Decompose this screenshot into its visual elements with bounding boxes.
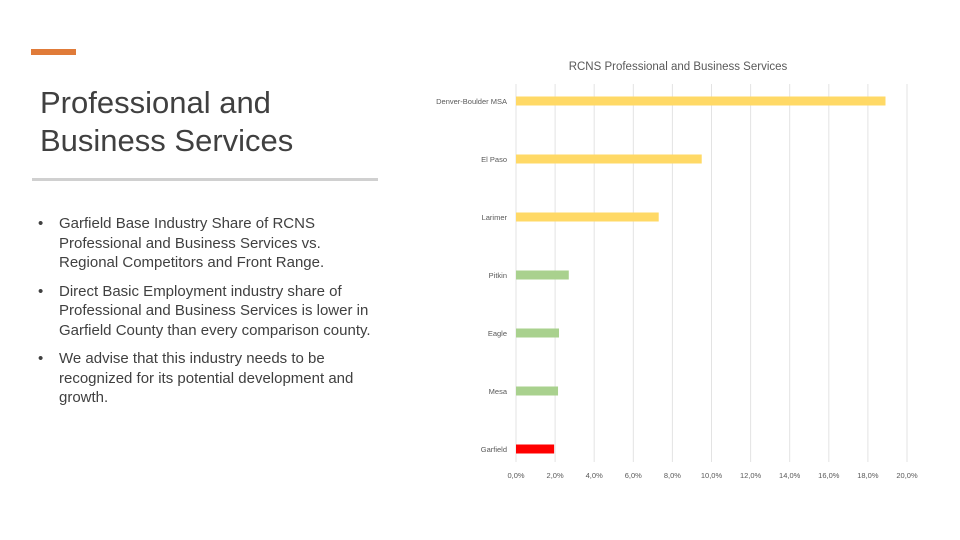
bar-larimer [516, 212, 659, 222]
bullet-text: Direct Basic Employment industry share o… [59, 282, 371, 339]
x-tick-label: 4,0% [586, 471, 603, 480]
bullet-marker: • [38, 350, 44, 367]
bullet-item: • Direct Basic Employment industry share… [38, 282, 378, 341]
bar-eagle [516, 328, 560, 338]
bullet-text: We advise that this industry needs to be… [59, 350, 354, 406]
x-tick-label: 18,0% [857, 471, 879, 480]
x-tick-label: 6,0% [625, 471, 642, 480]
category-label: Garfield [481, 445, 507, 454]
chart-title: RCNS Professional and Business Services [569, 61, 788, 73]
bar-mesa [516, 386, 559, 396]
bullet-item: • We advise that this industry needs to … [38, 349, 378, 408]
x-tick-label: 20,0% [896, 471, 918, 480]
x-tick-label: 2,0% [547, 471, 564, 480]
bar-pitkin [516, 270, 569, 280]
bullet-marker: • [38, 282, 44, 300]
x-tick-label: 0,0% [507, 471, 524, 480]
category-label: Larimer [482, 213, 508, 222]
x-tick-label: 14,0% [779, 471, 801, 480]
category-label: El Paso [481, 155, 507, 164]
x-tick-label: 16,0% [818, 471, 840, 480]
x-tick-label: 8,0% [664, 471, 681, 480]
category-label: Denver-Boulder MSA [436, 97, 507, 106]
bullet-text: Garfield Base Industry Share of RCNS Pro… [59, 215, 325, 271]
category-label: Mesa [489, 387, 508, 396]
category-label: Eagle [488, 329, 507, 338]
category-label: Pitkin [489, 271, 507, 280]
bar-garfield [516, 444, 555, 454]
bullet-list: • Garfield Base Industry Share of RCNS P… [38, 214, 378, 417]
x-tick-label: 10,0% [701, 471, 723, 480]
bullet-item: • Garfield Base Industry Share of RCNS P… [38, 214, 378, 273]
bar-denver-boulder-msa [516, 96, 886, 106]
bar-el-paso [516, 154, 702, 164]
title-divider [32, 178, 378, 181]
slide-title: Professional and Business Services [40, 85, 294, 158]
x-tick-label: 12,0% [740, 471, 762, 480]
accent-bar [31, 49, 76, 55]
bullet-marker: • [38, 215, 44, 232]
